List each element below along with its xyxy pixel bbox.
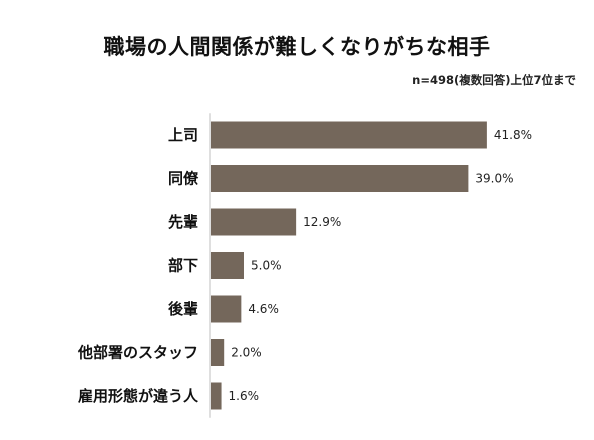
category-label: 雇用形態が違う人 (78, 387, 199, 405)
value-label: 2.0% (231, 346, 262, 360)
value-label: 41.8% (494, 128, 532, 142)
bar (211, 295, 242, 323)
value-label: 39.0% (475, 172, 513, 186)
chart-title: 職場の人間関係が難しくなりがちな相手 (103, 35, 491, 59)
bar (211, 121, 487, 149)
category-label: 先輩 (168, 213, 198, 231)
category-label: 部下 (168, 257, 198, 275)
category-label: 上司 (168, 126, 198, 144)
bar (211, 208, 297, 236)
chart-note: n=498(複数回答)上位7位まで (412, 73, 576, 87)
value-label: 12.9% (303, 215, 341, 229)
bar (211, 252, 244, 279)
bar (211, 165, 469, 192)
bar (211, 339, 225, 366)
category-label: 同僚 (168, 170, 199, 188)
bar (211, 382, 222, 410)
value-label: 4.6% (248, 302, 278, 316)
category-label: 後輩 (167, 300, 198, 318)
value-label: 5.0% (251, 259, 282, 273)
category-label: 他部署のスタッフ (77, 344, 198, 362)
value-label: 1.6% (229, 389, 260, 403)
bars-layer: 上司 41.8% 同僚 39.0% 先輩 12.9% 部下 5.0% 後輩 4.6% 他部署のスタッ… (77, 121, 532, 410)
